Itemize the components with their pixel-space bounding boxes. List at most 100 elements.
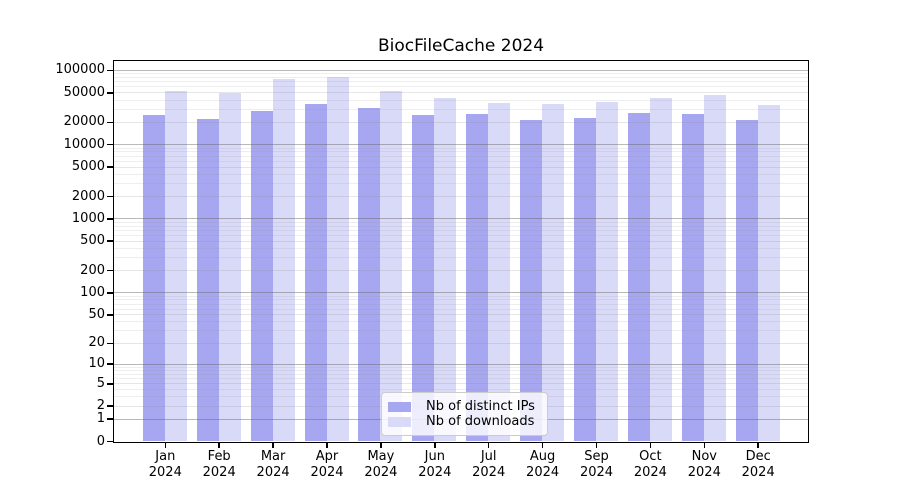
gridline (114, 303, 808, 305)
x-axis-tick-mark (164, 443, 167, 448)
y-axis-tick-mark (107, 314, 113, 316)
gridline (114, 69, 808, 71)
x-tick-month: Dec (745, 449, 771, 464)
bar-downloads-nov (703, 95, 726, 441)
x-tick-year: 2024 (256, 465, 290, 480)
chart-title: BiocFileCache 2024 (377, 36, 545, 56)
y-axis-tick-mark (107, 342, 113, 345)
bar-distinct-ips-oct (627, 112, 650, 441)
gridline (114, 196, 808, 198)
gridline (114, 160, 808, 162)
y-axis-tick-mark (107, 405, 113, 407)
bar-distinct-ips-may (358, 107, 381, 441)
x-tick-year: 2024 (364, 465, 398, 480)
gridline (114, 144, 808, 146)
bar-downloads-may (380, 91, 403, 441)
y-axis-tick-mark (107, 218, 113, 220)
bar-distinct-ips-apr (304, 104, 327, 441)
legend-label-distinct-ips: Nb of distinct IPs (426, 399, 535, 414)
y-axis-tick-mark (107, 195, 113, 198)
x-tick-month: Jun (424, 449, 445, 464)
y-axis-tick-label: 20000 (63, 114, 105, 130)
x-tick-year: 2024 (579, 465, 614, 480)
gridline (114, 229, 808, 231)
legend-item-downloads: Nb of downloads (388, 414, 539, 429)
x-tick-year: 2024 (741, 465, 775, 480)
gridline (114, 234, 808, 236)
bar-distinct-ips-jan (142, 115, 165, 441)
x-tick-year: 2024 (418, 465, 452, 480)
x-tick-year: 2024 (148, 465, 182, 480)
bar-distinct-ips-jun (412, 115, 435, 441)
bar-downloads-mar (272, 78, 295, 441)
y-axis-tick-mark (107, 292, 113, 294)
y-axis-tick-label: 100 (80, 284, 105, 300)
legend-swatch-downloads (388, 416, 411, 427)
legend-item-distinct-ips: Nb of distinct IPs (388, 399, 539, 414)
chart-plot-area: Nb of distinct IPs Nb of downloads (113, 60, 809, 443)
x-axis-tick-label-mar: Mar 2024 (237, 449, 309, 481)
x-tick-month: Jul (480, 449, 497, 464)
gridline (114, 155, 808, 157)
x-axis-tick-label-jun: Jun 2024 (399, 449, 471, 481)
bar-downloads-apr (326, 77, 349, 441)
legend: Nb of distinct IPs Nb of downloads (381, 392, 548, 436)
x-tick-month: Apr (315, 449, 339, 464)
y-axis-tick-mark (107, 121, 113, 124)
y-axis-tick-label: 5 (96, 375, 105, 391)
gridline (114, 182, 808, 184)
x-axis-tick-label-jul: Jul 2024 (453, 449, 525, 481)
x-axis-tick-mark (757, 443, 759, 448)
x-axis-tick-label-jan: Jan 2024 (129, 449, 201, 481)
gridline (114, 99, 808, 101)
bar-downloads-jun (434, 97, 457, 441)
gridline (114, 295, 808, 297)
y-axis-tick-label: 1 (96, 411, 105, 427)
x-axis-tick-label-apr: Apr 2024 (291, 449, 363, 481)
gridline (114, 342, 808, 344)
y-axis-tick-mark (107, 240, 113, 242)
gridline (114, 383, 808, 385)
gridline (114, 270, 808, 272)
x-tick-month: Mar (260, 449, 286, 464)
x-axis-tick-mark (703, 443, 706, 448)
legend-label-downloads: Nb of downloads (426, 414, 535, 429)
x-tick-month: May (367, 449, 395, 464)
gridline (114, 292, 808, 294)
y-axis-tick-mark (107, 440, 113, 443)
gridline (114, 257, 808, 259)
gridline (114, 81, 808, 83)
gridline (114, 225, 808, 227)
x-axis-tick-mark (541, 443, 544, 448)
gridline (114, 173, 808, 175)
gridline (114, 151, 808, 153)
y-axis-tick-label: 20 (88, 335, 105, 351)
y-axis-tick-label: 50 (88, 306, 105, 322)
gridline (114, 321, 808, 323)
x-axis-tick-label-nov: Nov 2024 (668, 449, 740, 481)
bar-distinct-ips-jul (466, 114, 489, 441)
gridline (114, 92, 808, 94)
gridline (114, 218, 808, 220)
y-axis-tick-label: 10 (88, 356, 105, 372)
x-tick-month: Feb (207, 449, 231, 464)
y-axis-tick-label: 500 (80, 233, 105, 249)
bar-downloads-sep (596, 102, 618, 441)
bar-distinct-ips-dec (735, 119, 758, 441)
y-axis-tick-mark (107, 69, 113, 72)
gridline (114, 370, 808, 372)
gridline (114, 389, 808, 391)
bar-downloads-feb (218, 92, 241, 441)
y-axis-tick-mark (107, 166, 113, 168)
x-tick-year: 2024 (310, 465, 344, 480)
x-axis-tick-mark (487, 443, 490, 448)
x-tick-year: 2024 (687, 465, 721, 480)
gridline (114, 166, 808, 168)
x-axis-tick-mark (595, 443, 598, 448)
y-axis-tick-label: 0 (96, 433, 105, 449)
gridline (114, 373, 808, 375)
x-tick-month: Jan (155, 449, 176, 464)
bar-distinct-ips-feb (196, 118, 219, 441)
bar-distinct-ips-mar (250, 111, 273, 441)
gridline (114, 330, 808, 332)
